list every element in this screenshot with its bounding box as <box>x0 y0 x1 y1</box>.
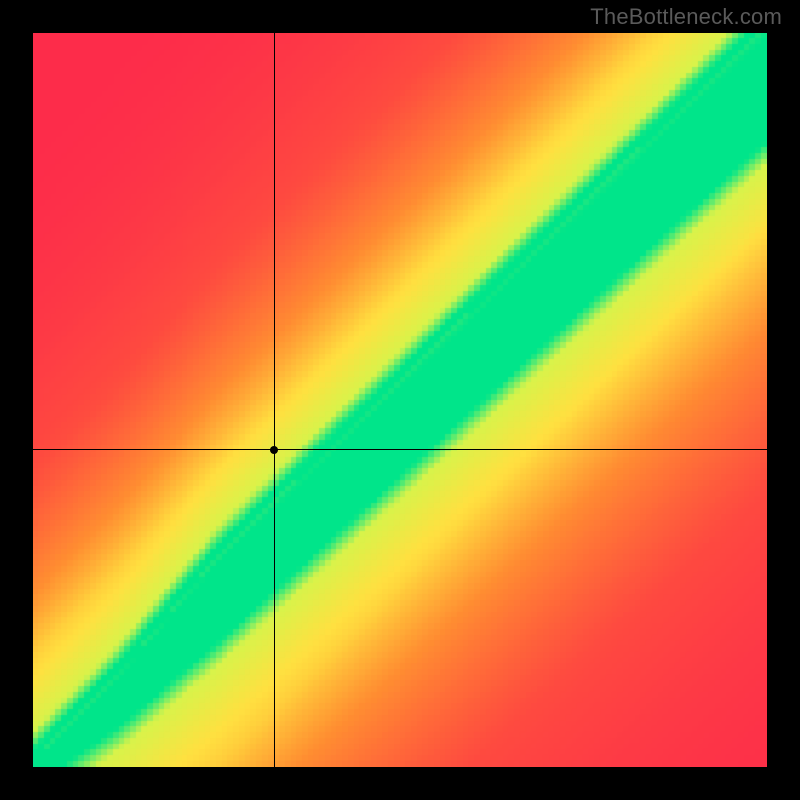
crosshair-vertical <box>274 33 275 767</box>
heatmap-canvas <box>33 33 767 767</box>
crosshair-horizontal <box>33 449 767 450</box>
heatmap-plot <box>33 33 767 767</box>
watermark-text: TheBottleneck.com <box>590 4 782 30</box>
marker-dot <box>270 446 278 454</box>
